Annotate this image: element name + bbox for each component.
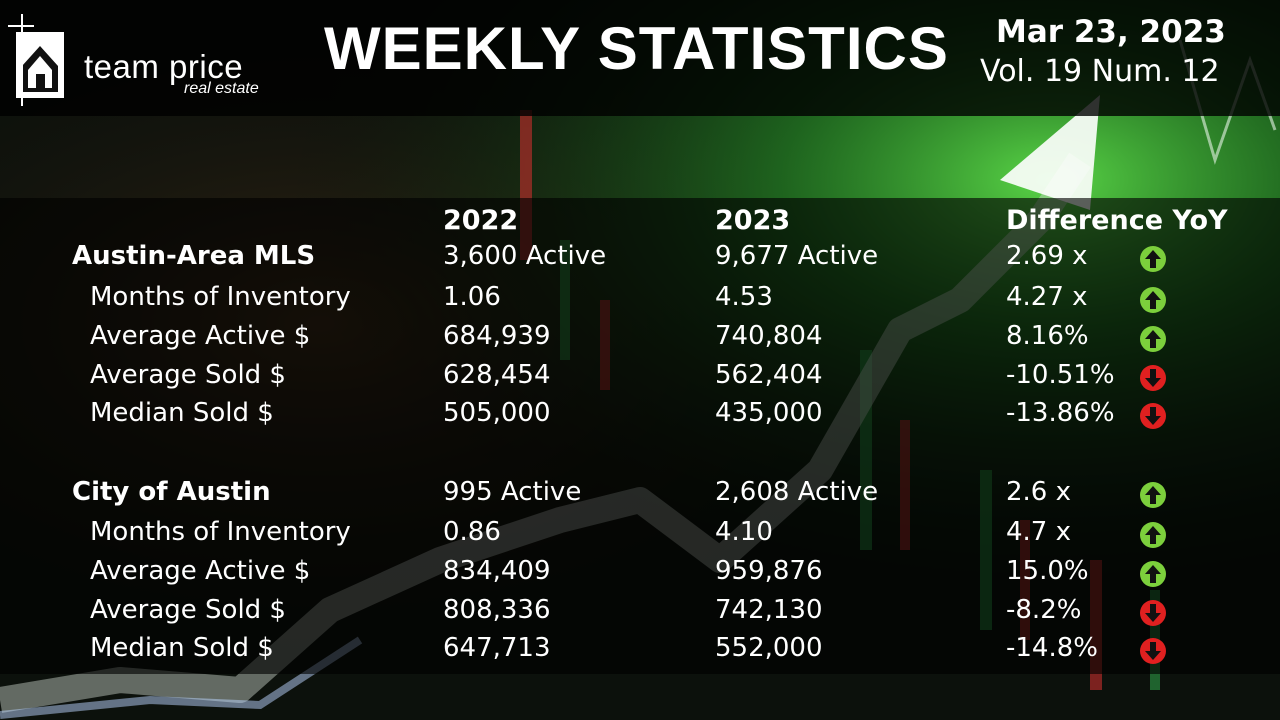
column-header-2022: 2022 — [443, 205, 519, 236]
arrow-up-icon — [1139, 481, 1167, 509]
arrow-down-icon — [1139, 599, 1167, 627]
row-label: Median Sold $ — [90, 398, 274, 428]
value-difference: -10.51% — [1006, 360, 1115, 390]
section-header-row: Austin-Area MLS 3,600 Active 9,677 Activ… — [0, 241, 1280, 279]
table-row: Median Sold $ 647,713 552,000 -14.8% — [0, 633, 1280, 671]
row-label: Average Active $ — [90, 556, 311, 586]
active-difference: 2.69 x — [1006, 241, 1088, 271]
row-label: Average Sold $ — [90, 595, 286, 625]
value-2023: 959,876 — [715, 556, 823, 586]
arrow-down-icon — [1139, 402, 1167, 430]
arrow-down-icon — [1139, 637, 1167, 665]
row-label: Months of Inventory — [90, 517, 351, 547]
page-title: WEEKLY STATISTICS — [324, 15, 949, 82]
arrow-up-icon — [1139, 521, 1167, 549]
house-logo-icon — [8, 14, 64, 106]
column-header-difference: Difference YoY — [1006, 205, 1228, 236]
value-2022: 1.06 — [443, 282, 501, 312]
arrow-up-icon — [1139, 325, 1167, 353]
value-2022: 808,336 — [443, 595, 551, 625]
header-band — [0, 0, 1280, 116]
row-label: Months of Inventory — [90, 282, 351, 312]
value-difference: -8.2% — [1006, 595, 1082, 625]
value-difference: 4.27 x — [1006, 282, 1088, 312]
active-count-2023: 9,677 Active — [715, 241, 879, 271]
row-label: Average Sold $ — [90, 360, 286, 390]
issue-date: Mar 23, 2023 — [996, 14, 1226, 50]
table-row: Months of Inventory 0.86 4.10 4.7 x — [0, 517, 1280, 555]
value-2022: 505,000 — [443, 398, 551, 428]
active-difference: 2.6 x — [1006, 477, 1071, 507]
value-2023: 435,000 — [715, 398, 823, 428]
table-row: Average Active $ 684,939 740,804 8.16% — [0, 321, 1280, 359]
arrow-down-icon — [1139, 364, 1167, 392]
value-2022: 684,939 — [443, 321, 551, 351]
value-2023: 562,404 — [715, 360, 823, 390]
value-2022: 647,713 — [443, 633, 551, 663]
table-row: Average Sold $ 808,336 742,130 -8.2% — [0, 595, 1280, 633]
logo-tagline: real estate — [184, 80, 259, 97]
active-count-2023: 2,608 Active — [715, 477, 879, 507]
section-title: City of Austin — [72, 477, 271, 507]
value-2022: 0.86 — [443, 517, 501, 547]
value-2023: 4.53 — [715, 282, 773, 312]
active-count-2022: 3,600 Active — [443, 241, 607, 271]
value-difference: 8.16% — [1006, 321, 1089, 351]
logo-name: team price — [84, 48, 244, 85]
value-2023: 4.10 — [715, 517, 773, 547]
value-2023: 742,130 — [715, 595, 823, 625]
section-header-row: City of Austin 995 Active 2,608 Active 2… — [0, 477, 1280, 515]
column-header-2023: 2023 — [715, 205, 791, 236]
value-difference: 4.7 x — [1006, 517, 1071, 547]
value-2023: 552,000 — [715, 633, 823, 663]
team-price-logo: team price real estate — [8, 14, 268, 106]
table-row: Months of Inventory 1.06 4.53 4.27 x — [0, 282, 1280, 320]
value-2022: 834,409 — [443, 556, 551, 586]
table-row: Median Sold $ 505,000 435,000 -13.86% — [0, 398, 1280, 436]
issue-volume: Vol. 19 Num. 12 — [980, 54, 1220, 89]
row-label: Median Sold $ — [90, 633, 274, 663]
section-title: Austin-Area MLS — [72, 241, 316, 271]
value-2022: 628,454 — [443, 360, 551, 390]
arrow-up-icon — [1139, 560, 1167, 588]
arrow-up-icon — [1139, 245, 1167, 273]
row-label: Average Active $ — [90, 321, 311, 351]
table-row: Average Active $ 834,409 959,876 15.0% — [0, 556, 1280, 594]
table-row: Average Sold $ 628,454 562,404 -10.51% — [0, 360, 1280, 398]
value-difference: -14.8% — [1006, 633, 1098, 663]
value-difference: -13.86% — [1006, 398, 1115, 428]
value-difference: 15.0% — [1006, 556, 1089, 586]
value-2023: 740,804 — [715, 321, 823, 351]
active-count-2022: 995 Active — [443, 477, 582, 507]
arrow-up-icon — [1139, 286, 1167, 314]
table-band — [0, 198, 1280, 674]
